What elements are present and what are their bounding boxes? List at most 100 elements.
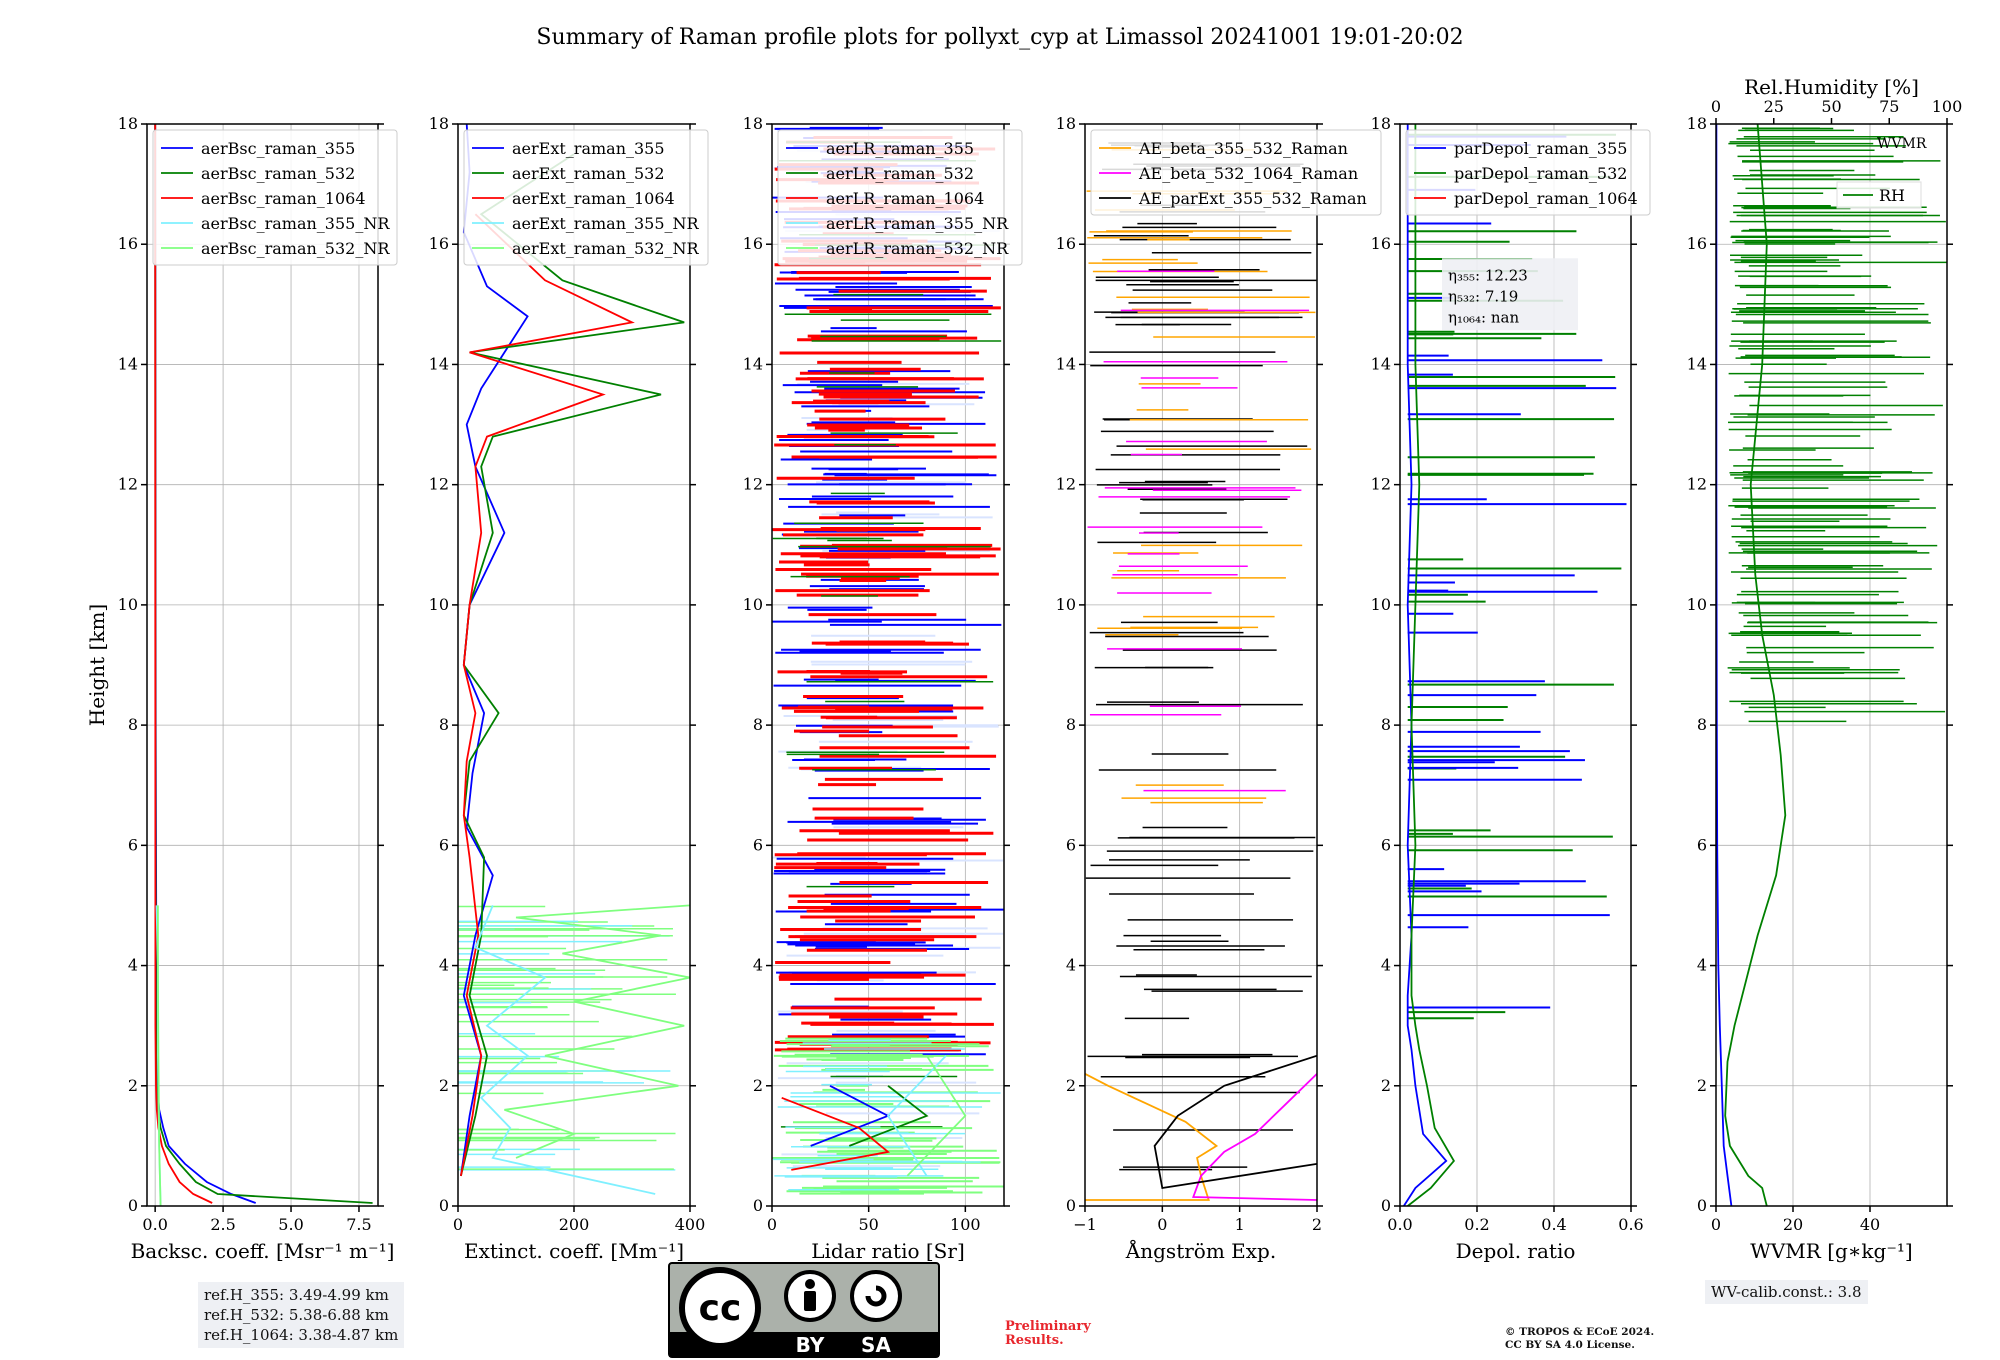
y-tick-label: 8: [1697, 715, 1707, 734]
y-tick-label: 0: [128, 1196, 138, 1215]
legend-label: aerBsc_raman_532_NR: [201, 239, 390, 258]
series-line-aerBsc_raman_532: [154, 124, 373, 1204]
y-tick-label: 10: [1687, 595, 1707, 614]
y-tick-label: 4: [1066, 956, 1076, 975]
y-tick-label: 18: [1687, 114, 1707, 133]
cc-logo-text: cc: [699, 1288, 742, 1329]
legend-label: RH: [1879, 186, 1905, 205]
x-tick-label: 40: [1860, 1215, 1880, 1234]
plot-area: [1716, 124, 1947, 1206]
x-axis-label: WVMR [g∗kg⁻¹]: [1750, 1239, 1912, 1263]
legend-label: parDepol_raman_532: [1454, 164, 1627, 183]
legend-label: aerLR_raman_1064: [826, 189, 984, 208]
series-line-aerExt_raman_532: [460, 153, 685, 1177]
annotation-line: η₅₃₂: 7.19: [1448, 287, 1518, 305]
y-tick-label: 14: [1687, 354, 1707, 373]
x-axis-label: Extinct. coeff. [Mm⁻¹]: [464, 1239, 684, 1263]
legend-label: aerLR_raman_532: [826, 164, 974, 183]
series-line-aerLR_raman_532: [848, 1085, 929, 1147]
x-axis-label: Ångström Exp.: [1125, 1238, 1276, 1263]
y-tick-label: 14: [743, 354, 763, 373]
reference-height-box: ref.H_355: 3.49-4.99 km ref.H_532: 5.38-…: [198, 1282, 405, 1348]
y-tick-label: 12: [429, 475, 449, 494]
y-tick-label: 16: [118, 234, 138, 253]
legend-box: [1090, 129, 1382, 216]
y-tick-label: 10: [743, 595, 763, 614]
x-tick-label: 100: [950, 1215, 981, 1234]
copyright-line-1: © TROPOS & ECoE 2024.: [1505, 1326, 1655, 1338]
y-tick-label: 0: [1066, 1196, 1076, 1215]
x-tick-label: 400: [675, 1215, 706, 1234]
y-tick-label: 16: [743, 234, 763, 253]
copyright-line-2: CC BY SA 4.0 License.: [1505, 1339, 1635, 1351]
plot-area: [772, 126, 1004, 1195]
wv-calibration-box: WV-calib.const.: 3.8: [1705, 1280, 1868, 1304]
ref-height-532: ref.H_532: 5.38-6.88 km: [204, 1306, 389, 1324]
legend-box: [152, 129, 398, 266]
series-line-aerBsc_raman_1064: [154, 124, 213, 1204]
series-line-aerLR_raman_355_NR: [886, 1055, 947, 1177]
y-tick-label: 4: [1381, 956, 1391, 975]
legend-label: WVMR: [1877, 136, 1927, 152]
cc-by-sa-license-badge: cc BY SA: [668, 1262, 940, 1358]
legend-label: aerBsc_raman_1064: [201, 189, 366, 208]
x2-tick-label: 100: [1932, 97, 1963, 116]
y-tick-label: 2: [439, 1076, 449, 1095]
x2-tick-label: 0: [1711, 97, 1721, 116]
x-tick-label: 200: [559, 1215, 590, 1234]
legend: parDepol_raman_355 parDepol_raman_532 parD…: [1405, 129, 1651, 216]
y-tick-label: 10: [118, 595, 138, 614]
y-tick-label: 2: [753, 1076, 763, 1095]
series-line-parDepol_raman_532: [1407, 124, 1455, 1206]
x-tick-label: 20: [1783, 1215, 1803, 1234]
x-tick-label: 50: [858, 1215, 878, 1234]
y-tick-label: 16: [1371, 234, 1391, 253]
legend-label: aerExt_raman_1064: [512, 189, 675, 208]
y-tick-label: 8: [1066, 715, 1076, 734]
y-tick-label: 18: [118, 114, 138, 133]
legend: AE_beta_355_532_Raman AE_beta_532_1064_Ra…: [1090, 129, 1382, 216]
y-tick-label: 8: [1381, 715, 1391, 734]
chart-panel-lr: 0 2 4 6 8 10 12 14 16 18 0 50 100 Lidar ratio [Sr] aer…: [743, 114, 1023, 1263]
x-tick-label: 0.0: [1387, 1215, 1412, 1234]
badge-by-label: BY: [796, 1333, 825, 1357]
sa-arrow-icon: [865, 1285, 887, 1307]
y-tick-label: 10: [429, 595, 449, 614]
legend-rh: RH: [1836, 181, 1922, 209]
y-tick-label: 14: [429, 354, 449, 373]
x2-tick-label: 50: [1821, 97, 1841, 116]
x-tick-label: 0: [1711, 1215, 1721, 1234]
y-tick-label: 0: [753, 1196, 763, 1215]
legend: aerExt_raman_355 aerExt_raman_532 aerExt_r…: [463, 129, 709, 266]
x-tick-label: 7.5: [346, 1215, 371, 1234]
series-line-aerLR_raman_532_NR: [906, 1055, 967, 1177]
x-tick-label: 0.2: [1464, 1215, 1489, 1234]
ref-height-355: ref.H_355: 3.49-4.99 km: [204, 1286, 389, 1304]
plot-area: [458, 124, 690, 1195]
y-tick-label: 0: [439, 1196, 449, 1215]
y-tick-label: 18: [1371, 114, 1391, 133]
plot-area: [1085, 142, 1317, 1201]
y-tick-label: 18: [429, 114, 449, 133]
legend-label: aerLR_raman_355: [826, 139, 974, 158]
y-tick-label: 4: [753, 956, 763, 975]
by-person-head-icon: [805, 1279, 815, 1289]
series-line-aerLR_raman_1064: [781, 1096, 891, 1171]
preliminary-results-note: Preliminary Results.: [1005, 1320, 1091, 1348]
series-line-aerBsc_raman_532_NR: [156, 905, 162, 1206]
chart-panel-depol: 0 2 4 6 8 10 12 14 16 18 0.0 0.2 0.4 0.6 Depol. ratio p…: [1371, 114, 1651, 1263]
y-tick-label: 8: [128, 715, 138, 734]
legend-label: AE_parExt_355_532_Raman: [1138, 189, 1367, 208]
annotation-line: η₃₅₅: 12.23: [1448, 266, 1528, 284]
x2-tick-label: 75: [1879, 97, 1899, 116]
y-tick-label: 4: [128, 956, 138, 975]
plot-frame: [1084, 123, 1318, 1207]
y-tick-label: 12: [1056, 475, 1076, 494]
x-tick-label: 0: [453, 1215, 463, 1234]
legend-label: aerBsc_raman_355: [201, 139, 355, 158]
series-line-parDepol_raman_355: [1403, 124, 1448, 1206]
eta-annotation: η₃₅₅: 12.23 η₅₃₂: 7.19 η₁₀₆₄: nan: [1442, 258, 1578, 331]
plot-area: [154, 124, 373, 1206]
